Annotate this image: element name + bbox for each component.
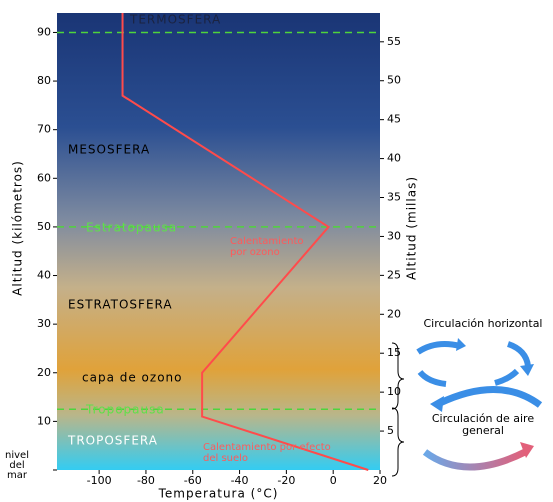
y-tick-label: 30 [37, 317, 51, 330]
annotation-box: Calentamiento por efecto del suelo [203, 442, 343, 472]
brace [392, 408, 404, 476]
x-tick-label: 20 [373, 474, 387, 487]
layer-label: Tropopausa [85, 403, 165, 417]
y2-tick-label: 10 [387, 385, 401, 398]
layer-label: TERMOSFERA [129, 13, 221, 27]
side-title: Circulación horizontal [423, 317, 542, 330]
layer-label: ESTRATOSFERA [68, 298, 173, 312]
y-tick-label: 20 [37, 366, 51, 379]
x-tick-label: -80 [137, 474, 155, 487]
x-axis-label: Temperatura (°C) [158, 487, 279, 501]
y2-tick-label: 20 [387, 307, 401, 320]
page: {"chart_data": {"type": "line", "x": [15… [0, 0, 553, 502]
x-tick-label: -20 [277, 474, 295, 487]
y2-tick-label: 35 [387, 191, 401, 204]
arrow-head [430, 396, 444, 412]
y-tick-label: 90 [37, 25, 51, 38]
x-tick-label: 0 [330, 474, 337, 487]
y-tick-label: nivel del mar [0, 451, 34, 481]
arrow [495, 371, 517, 383]
annotation-box: Calentamiento por ozono [230, 236, 310, 266]
y2-tick-label: 30 [387, 229, 401, 242]
y2-axis-label: Altitud (millas) [405, 176, 419, 280]
arrow [418, 344, 460, 352]
layer-label: TROPOSFERA [67, 434, 158, 448]
y-tick-label: 70 [37, 123, 51, 136]
chart: Circulación horizontal Circulación de ai… [0, 0, 553, 502]
layer-label: MESOSFERA [68, 143, 150, 157]
y-tick-label: 40 [37, 269, 51, 282]
arrow [440, 389, 540, 405]
x-tick-label: -40 [231, 474, 249, 487]
annotation: Calentamiento por ozono [230, 236, 310, 258]
side-label: Circulación de aire general [428, 413, 538, 437]
y2-tick-label: 50 [387, 74, 401, 87]
y-axis-label: Altitud (kilómetros) [11, 160, 25, 296]
y-tick-label: 60 [37, 171, 51, 184]
y2-tick-label: 25 [387, 268, 401, 281]
arrow [425, 452, 525, 467]
y-tick-label: 80 [37, 74, 51, 87]
arrow [420, 372, 446, 384]
arrow-head [520, 364, 534, 376]
arrow-head [456, 338, 466, 351]
annotation: Calentamiento por efecto del suelo [203, 442, 343, 464]
arrow [508, 344, 528, 366]
y2-tick-label: 5 [387, 424, 394, 437]
y-tick-label: 10 [37, 414, 51, 427]
layer-label: Estratopausa [86, 221, 177, 235]
y-tick-label: 50 [37, 220, 51, 233]
y2-tick-label: 15 [387, 346, 401, 359]
layer-label: capa de ozono [82, 371, 182, 385]
y2-tick-label: 45 [387, 113, 401, 126]
y2-tick-label: 55 [387, 35, 401, 48]
x-tick-label: -60 [184, 474, 202, 487]
side-label-box: Circulación de aire general [428, 413, 538, 447]
plot-background [57, 13, 380, 470]
y2-tick-label: 40 [387, 152, 401, 165]
x-tick-label: -100 [87, 474, 112, 487]
